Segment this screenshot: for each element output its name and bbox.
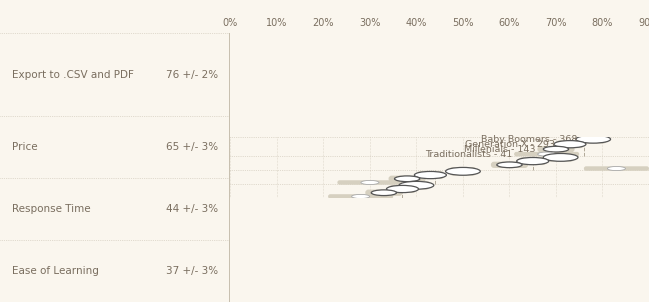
- FancyBboxPatch shape: [537, 146, 574, 152]
- Ellipse shape: [554, 141, 586, 148]
- Text: 37 +/- 3%: 37 +/- 3%: [166, 266, 218, 276]
- Text: Ease of Learning: Ease of Learning: [12, 266, 99, 276]
- Text: 20%: 20%: [313, 18, 334, 28]
- Ellipse shape: [395, 176, 420, 182]
- FancyBboxPatch shape: [556, 140, 584, 148]
- Ellipse shape: [386, 185, 419, 193]
- Text: 80%: 80%: [592, 18, 613, 28]
- Ellipse shape: [497, 162, 522, 168]
- Ellipse shape: [371, 190, 397, 196]
- Ellipse shape: [361, 181, 379, 185]
- Text: 44 +/- 3%: 44 +/- 3%: [166, 204, 218, 214]
- Ellipse shape: [352, 194, 370, 198]
- Text: 70%: 70%: [545, 18, 567, 28]
- FancyBboxPatch shape: [519, 157, 546, 165]
- FancyBboxPatch shape: [328, 194, 393, 199]
- Ellipse shape: [543, 153, 578, 161]
- Text: 60%: 60%: [499, 18, 520, 28]
- Text: Baby Boomers - 368: Baby Boomers - 368: [482, 135, 578, 144]
- FancyBboxPatch shape: [491, 162, 528, 168]
- Text: Response Time: Response Time: [12, 204, 90, 214]
- Text: 40%: 40%: [406, 18, 427, 28]
- Text: 90%: 90%: [639, 18, 649, 28]
- FancyBboxPatch shape: [417, 171, 445, 179]
- Text: 65 +/- 3%: 65 +/- 3%: [166, 142, 218, 152]
- FancyBboxPatch shape: [546, 153, 574, 162]
- Text: 10%: 10%: [266, 18, 288, 28]
- FancyBboxPatch shape: [389, 176, 426, 182]
- Text: 76 +/- 2%: 76 +/- 2%: [166, 69, 218, 79]
- Text: Generation X - 293: Generation X - 293: [465, 140, 555, 149]
- Ellipse shape: [414, 172, 447, 179]
- FancyBboxPatch shape: [579, 135, 607, 143]
- Text: Price: Price: [12, 142, 37, 152]
- Text: 0%: 0%: [223, 18, 238, 28]
- Ellipse shape: [446, 167, 480, 175]
- Ellipse shape: [607, 166, 626, 171]
- Text: Millenials - 143: Millenials - 143: [465, 145, 536, 154]
- FancyBboxPatch shape: [449, 167, 477, 176]
- Ellipse shape: [543, 146, 569, 152]
- Text: 50%: 50%: [452, 18, 474, 28]
- FancyBboxPatch shape: [337, 180, 402, 185]
- Text: Traditionalists - 41: Traditionalists - 41: [426, 149, 513, 159]
- Text: 30%: 30%: [360, 18, 380, 28]
- Ellipse shape: [399, 182, 434, 189]
- Ellipse shape: [517, 158, 549, 165]
- Ellipse shape: [537, 152, 556, 156]
- FancyBboxPatch shape: [514, 152, 579, 156]
- FancyBboxPatch shape: [584, 166, 649, 171]
- Text: Export to .CSV and PDF: Export to .CSV and PDF: [12, 69, 134, 79]
- Ellipse shape: [576, 135, 611, 143]
- FancyBboxPatch shape: [389, 185, 417, 193]
- FancyBboxPatch shape: [402, 181, 430, 190]
- FancyBboxPatch shape: [365, 190, 402, 196]
